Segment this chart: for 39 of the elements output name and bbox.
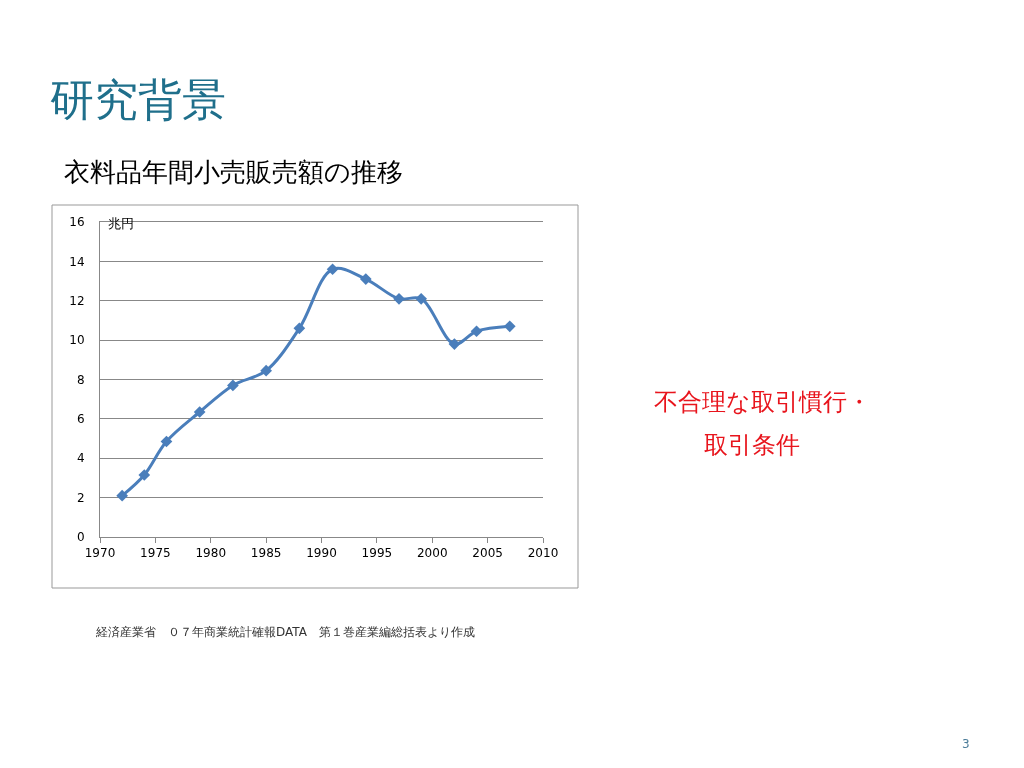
x-tick-label: 1990 <box>306 546 337 561</box>
text: 不合理な取引慣行・ <box>654 388 871 416</box>
point <box>359 273 372 285</box>
x-tick-label: 1975 <box>140 546 171 561</box>
point <box>227 379 239 392</box>
point <box>138 469 151 481</box>
point <box>448 338 461 350</box>
point <box>116 489 128 502</box>
point <box>193 406 206 418</box>
y-tick-label: 14 <box>69 254 85 269</box>
point <box>503 320 516 333</box>
x-tick-label: 1970 <box>84 546 116 561</box>
x-tick-label: 2010 <box>527 546 559 561</box>
point <box>326 263 339 276</box>
y-tick-label: 0 <box>76 530 85 545</box>
chart-subtitle: 衣料品年間小売販売額の推移 <box>64 157 403 187</box>
x-tick-label: 1980 <box>195 546 227 561</box>
point <box>160 435 173 448</box>
point <box>260 364 272 377</box>
point <box>470 325 483 338</box>
y-tick-label: 12 <box>69 293 85 308</box>
text: 経済産業省 ０７年商業統計確報DATA 第１巻産業編総括表より作成 <box>95 625 475 639</box>
chart-title: 研究背景 <box>50 74 226 126</box>
y-tick-label: 10 <box>69 333 85 348</box>
y-axis-title: 兆円 <box>108 216 134 231</box>
y-tick-label: 2 <box>76 490 85 505</box>
x-tick-label: 2005 <box>472 546 503 561</box>
x-tick-label: 1995 <box>361 546 393 561</box>
y-tick-label: 6 <box>76 412 85 427</box>
point <box>393 292 405 305</box>
x-tick-label: 1985 <box>250 546 282 561</box>
point <box>415 292 428 305</box>
text: 3 <box>962 737 970 751</box>
y-tick-label: 16 <box>69 215 85 230</box>
text: 取引条件 <box>704 431 800 459</box>
y-tick-label: 4 <box>76 451 85 466</box>
y-tick-label: 8 <box>76 372 85 387</box>
point <box>293 322 306 335</box>
x-tick-label: 2000 <box>416 546 448 561</box>
